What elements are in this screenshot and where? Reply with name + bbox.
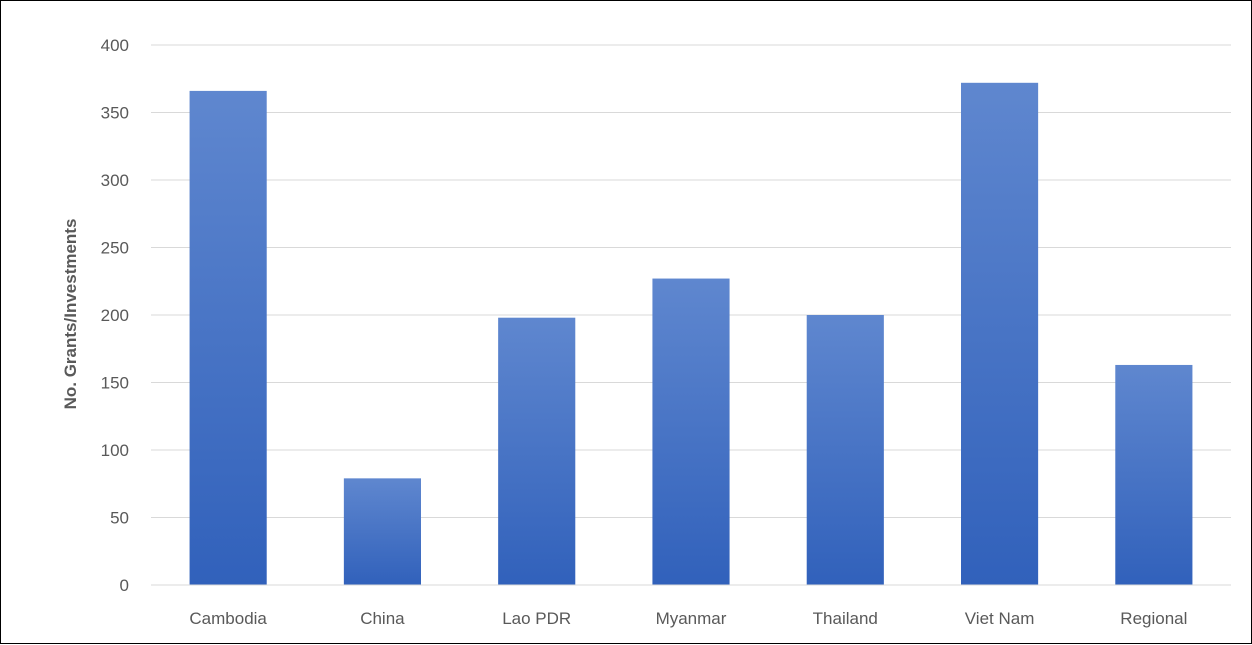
x-tick-labels: Cambodia China Lao PDR Myanmar Thailand Viet … (189, 609, 1187, 628)
x-tick-label: Viet Nam (965, 609, 1035, 628)
x-tick-label: China (360, 609, 405, 628)
bar-myanmar (652, 278, 730, 585)
x-tick-label: Regional (1120, 609, 1187, 628)
y-tick-label: 200 (101, 306, 129, 325)
y-tick-label: 0 (120, 576, 129, 595)
y-axis-label: No. Grants/Investments (61, 219, 80, 410)
y-tick-label: 150 (101, 374, 129, 393)
bar-thailand (806, 315, 884, 585)
y-tick-label: 400 (101, 36, 129, 55)
x-tick-label: Cambodia (189, 609, 267, 628)
y-tick-label: 300 (101, 171, 129, 190)
bars (151, 82, 1231, 586)
bar-viet-nam (961, 82, 1039, 586)
x-tick-label: Lao PDR (502, 609, 571, 628)
y-tick-label: 350 (101, 104, 129, 123)
bar-cambodia (189, 90, 267, 586)
y-tick-label: 100 (101, 441, 129, 460)
y-tick-label: 250 (101, 239, 129, 258)
x-tick-label: Myanmar (656, 609, 727, 628)
y-tick-labels: 0 50 100 150 200 250 300 350 400 (101, 36, 129, 595)
bar-regional (1115, 364, 1193, 585)
bar-lao-pdr (498, 317, 576, 585)
x-tick-label: Thailand (813, 609, 878, 628)
bar-china (343, 478, 421, 585)
y-tick-label: 50 (110, 509, 129, 528)
